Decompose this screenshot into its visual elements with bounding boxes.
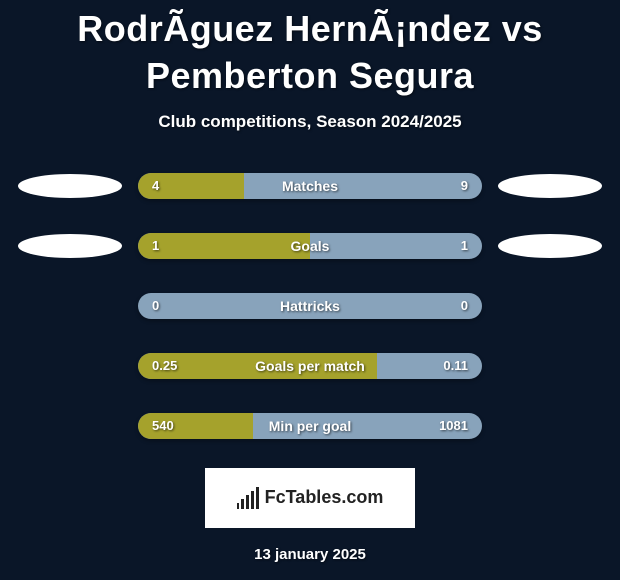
stat-bar: 0.250.11Goals per match: [138, 353, 482, 379]
stat-label: Hattricks: [138, 293, 482, 319]
stat-bar: 11Goals: [138, 233, 482, 259]
player-avatar-right: [498, 234, 602, 258]
avatar-slot-left: [18, 408, 122, 444]
stat-row: 5401081Min per goal: [0, 408, 620, 444]
comparison-infographic: RodrÃ­guez HernÃ¡ndez vs Pemberton Segur…: [0, 0, 620, 580]
stat-label: Goals per match: [138, 353, 482, 379]
stat-rows: 49Matches 11Goals 00Hattricks 0.250.11Goals…: [0, 168, 620, 444]
stat-row: 49Matches: [0, 168, 620, 204]
stat-row: 11Goals: [0, 228, 620, 264]
avatar-slot-left: [18, 288, 122, 324]
footer-date: 13 january 2025: [0, 546, 620, 563]
brand-icon: [237, 487, 259, 509]
avatar-slot-right: [498, 348, 602, 384]
stat-label: Goals: [138, 233, 482, 259]
stat-bar: 00Hattricks: [138, 293, 482, 319]
avatar-slot-left: [18, 228, 122, 264]
stat-bar: 5401081Min per goal: [138, 413, 482, 439]
stat-row: 00Hattricks: [0, 288, 620, 324]
page-title: RodrÃ­guez HernÃ¡ndez vs Pemberton Segur…: [0, 6, 620, 100]
stat-label: Matches: [138, 173, 482, 199]
stat-label: Min per goal: [138, 413, 482, 439]
stat-row: 0.250.11Goals per match: [0, 348, 620, 384]
brand-text: FcTables.com: [265, 487, 384, 508]
brand-badge: FcTables.com: [205, 468, 415, 528]
avatar-slot-right: [498, 168, 602, 204]
stat-bar: 49Matches: [138, 173, 482, 199]
avatar-slot-right: [498, 288, 602, 324]
avatar-slot-left: [18, 348, 122, 384]
page-subtitle: Club competitions, Season 2024/2025: [0, 112, 620, 132]
avatar-slot-right: [498, 228, 602, 264]
avatar-slot-right: [498, 408, 602, 444]
avatar-slot-left: [18, 168, 122, 204]
player-avatar-left: [18, 234, 122, 258]
player-avatar-left: [18, 174, 122, 198]
player-avatar-right: [498, 174, 602, 198]
